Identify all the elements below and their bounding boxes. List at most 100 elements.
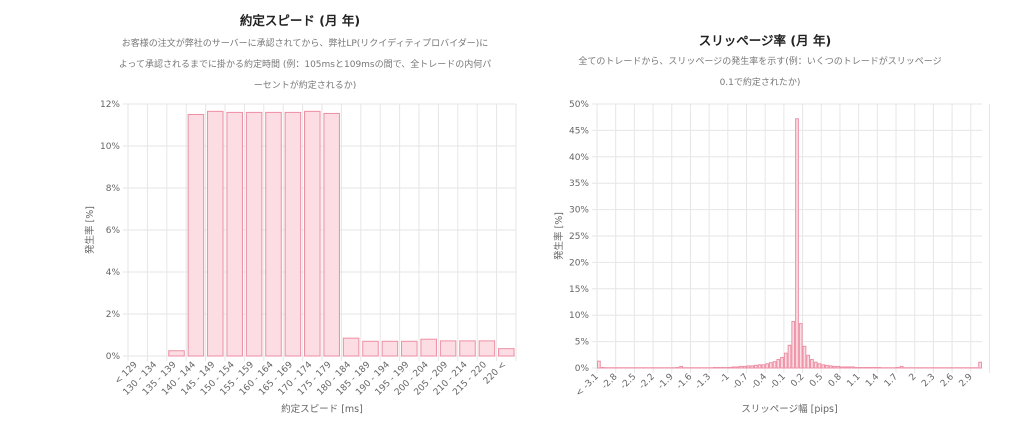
x-tick-label: -2.8 (600, 372, 620, 392)
bar (420, 338, 437, 357)
chart-title: スリッページ率 (月 年) (698, 33, 832, 48)
bar (498, 348, 515, 357)
bar (828, 365, 833, 369)
x-tick-label: -2.5 (619, 372, 638, 391)
bar (284, 111, 302, 357)
bar (478, 340, 496, 357)
bar (187, 114, 205, 357)
y-tick-label: 5% (575, 338, 590, 348)
bar (899, 365, 904, 369)
subtitle-line: お客様の注文が弊社のサーバーに承認されてから、弊社LP(リクイディティプロバイダ… (121, 39, 489, 49)
bar (724, 366, 728, 369)
y-tick-label: 12% (100, 100, 120, 110)
bar (712, 366, 717, 369)
bar (362, 340, 379, 357)
slippage-rate-chart-panel: スリッページ率 (月 年) 全てのトレードから、スリッページの発生率を示す(例：… (540, 0, 990, 425)
bar (858, 366, 863, 369)
x-tick-label: -0.7 (731, 372, 750, 391)
y-tick-label: 10% (569, 311, 589, 321)
y-tick-label: 40% (569, 153, 589, 163)
bar (839, 366, 844, 369)
bar (727, 366, 732, 369)
bar (798, 323, 803, 369)
bar (401, 340, 418, 357)
chart-subtitle: お客様の注文が弊社のサーバーに承認されてから、弊社LP(リクイディティプロバイダ… (90, 34, 520, 97)
x-tick-label: -0.4 (750, 372, 770, 392)
bar (304, 110, 321, 357)
x-tick-label: 2.9 (958, 372, 975, 389)
bar (813, 361, 818, 369)
x-tick-label: -1.9 (656, 372, 676, 392)
x-tick-label: -1 (718, 372, 731, 385)
bar (896, 366, 900, 369)
x-tick-label: 1.4 (864, 372, 881, 389)
bar (847, 366, 852, 369)
bar (873, 366, 878, 369)
bar (753, 364, 758, 369)
x-tick-label: 2 (908, 372, 919, 383)
y-tick-label: 2% (106, 310, 121, 320)
bar (791, 321, 796, 369)
bar (836, 365, 840, 369)
bar (342, 337, 360, 357)
subtitle-line: 全てのトレードから、スリッページの発生率を示す(例：いくつのトレードがスリッペー… (578, 57, 942, 67)
bar (600, 366, 605, 369)
bar (832, 365, 837, 369)
bar (226, 111, 243, 357)
bar (854, 366, 859, 369)
bar (825, 364, 829, 369)
bar (761, 364, 766, 369)
x-tick-label: -0.1 (768, 372, 787, 391)
y-tick-label: 0% (575, 364, 590, 374)
subtitle-line: ーセントが約定されるか) (253, 81, 357, 91)
subtitle-line: 0.1で約定されたか) (719, 78, 801, 88)
y-tick-label: 0% (106, 352, 121, 362)
x-tick-label: -1.3 (694, 372, 713, 391)
chart-subtitle: 全てのトレードから、スリッページの発生率を示す(例：いくつのトレードがスリッペー… (560, 52, 960, 94)
bar (757, 364, 762, 369)
bar (439, 340, 457, 357)
x-tick-label: 0.2 (789, 372, 806, 389)
bar (459, 340, 476, 357)
x-tick-label: < -3.1 (574, 372, 601, 399)
y-axis-label: 発生率 [%] (553, 212, 565, 260)
bar (381, 340, 399, 357)
bar (802, 345, 807, 369)
slippage-bar-chart: 0%5%10%15%20%25%30%35%40%45%50%< -3.1 -2.… (553, 100, 990, 415)
bar (776, 359, 781, 369)
subtitle-line: よって承認されるまでに掛かる約定時間 (例：105msと109msの間で、全トレ… (118, 60, 492, 70)
bar (245, 111, 263, 357)
y-tick-label: 30% (569, 206, 589, 216)
bar (783, 352, 788, 369)
bar (735, 366, 740, 369)
bar (780, 356, 784, 369)
bar (742, 365, 747, 369)
y-axis-label: 発生率 [%] (84, 206, 96, 254)
bar (851, 366, 855, 369)
bar (597, 360, 601, 369)
x-tick-label: 2.3 (920, 372, 937, 389)
bar (746, 365, 751, 369)
bar (821, 364, 826, 369)
x-tick-label: 1.7 (883, 372, 900, 389)
bar (750, 365, 754, 369)
bar (265, 111, 282, 357)
y-tick-label: 4% (106, 268, 121, 278)
execution-speed-chart-panel: 約定スピード (月 年) お客様の注文が弊社のサーバーに承認されてから、弊社LP… (80, 0, 520, 425)
bar (323, 112, 340, 357)
bar (768, 362, 773, 369)
y-tick-label: 6% (106, 226, 121, 236)
y-tick-label: 45% (569, 126, 589, 136)
bar (817, 363, 822, 369)
bar (720, 366, 725, 369)
chart-title: 約定スピード (月 年) (239, 13, 361, 28)
bar (795, 118, 799, 369)
bar (787, 344, 792, 369)
bar (869, 366, 874, 369)
bar (765, 363, 769, 369)
x-tick-label: 0.5 (808, 372, 825, 389)
x-axis-label: 約定スピード [ms] (281, 403, 363, 415)
bar (772, 361, 777, 369)
bar (810, 359, 814, 369)
